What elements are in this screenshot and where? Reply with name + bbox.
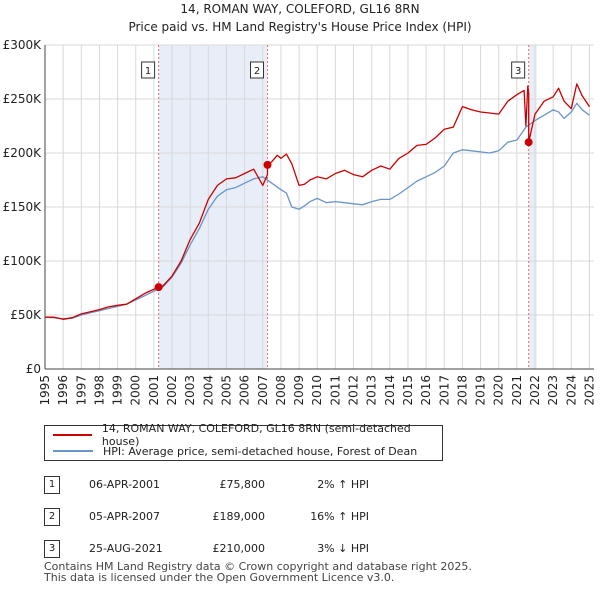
x-tick-label: 2025 — [582, 375, 596, 406]
x-tick-label: 2010 — [310, 375, 324, 406]
sale-marker-box — [511, 61, 526, 79]
x-tick-label: 1997 — [74, 375, 88, 406]
legend-blue-line — [53, 450, 93, 452]
sale-point — [263, 160, 272, 169]
y-tick-label: £250K — [3, 92, 43, 106]
sale-price: £189,000 — [212, 510, 266, 523]
footer-copyright: Contains HM Land Registry data © Crown c… — [44, 560, 472, 573]
x-tick-label: 2009 — [292, 375, 306, 406]
x-tick-label: 2019 — [474, 375, 488, 406]
legend-label-hpi: HPI: Average price, semi-detached house,… — [103, 444, 418, 458]
x-tick-label: 2007 — [256, 375, 270, 406]
chart-title: 14, ROMAN WAY, COLEFORD, GL16 8RN — [180, 2, 419, 16]
sale-price: £75,800 — [219, 478, 266, 491]
sale-price: £210,000 — [212, 542, 266, 555]
x-tick-label: 2000 — [129, 375, 143, 406]
price-chart: 14, ROMAN WAY, COLEFORD, GL16 8RN Price … — [3, 2, 597, 406]
x-tick-label: 2021 — [510, 375, 524, 406]
x-tick-label: 1996 — [56, 375, 70, 406]
x-tick-label: 2005 — [219, 375, 233, 406]
y-tick-label: £100K — [3, 254, 43, 268]
sale-marker-number: 1 — [145, 66, 151, 77]
sale-date: 06-APR-2001 — [89, 478, 161, 491]
x-tick-label: 2016 — [419, 375, 433, 406]
sale-number: 2 — [44, 508, 60, 526]
legend-item-hpi: HPI: Average price, semi-detached house,… — [53, 443, 417, 459]
x-tick-label: 2023 — [546, 375, 560, 406]
legend-red-line — [53, 434, 92, 436]
y-tick-label: £150K — [3, 200, 43, 214]
x-tick-label: 1998 — [92, 375, 106, 406]
y-tick-label: £200K — [3, 146, 43, 160]
x-tick-label: 2011 — [328, 375, 342, 406]
y-tick-label: £300K — [3, 38, 43, 52]
sale-hpi-change: 2% ↑ HPI — [317, 478, 369, 491]
sale-marker-box — [250, 61, 265, 79]
sale-date: 05-APR-2007 — [89, 510, 161, 523]
footer-licence: This data is licensed under the Open Gov… — [44, 571, 395, 584]
y-tick-label: £0 — [26, 362, 41, 376]
sale-point — [524, 138, 533, 147]
legend-item-property: 14, ROMAN WAY, COLEFORD, GL16 8RN (semi-… — [53, 422, 442, 448]
sale-number: 1 — [44, 476, 60, 494]
x-tick-label: 2003 — [183, 375, 197, 406]
x-tick-label: 2002 — [165, 375, 179, 406]
x-tick-label: 1999 — [111, 375, 125, 406]
footer-attribution: Contains HM Land Registry data © Crown c… — [44, 561, 472, 583]
x-tick-label: 2024 — [564, 375, 578, 406]
sale-point — [154, 283, 163, 292]
x-tick-label: 1995 — [38, 375, 52, 406]
x-tick-label: 2013 — [365, 375, 379, 406]
hpi-line — [44, 102, 590, 320]
sale-hpi-change: 16% ↑ HPI — [310, 510, 369, 523]
x-tick-label: 2006 — [238, 375, 252, 406]
chart-subtitle: Price paid vs. HM Land Registry's House … — [128, 20, 471, 34]
x-tick-label: 2017 — [437, 375, 451, 406]
x-tick-label: 2004 — [201, 375, 215, 406]
sale-marker-box — [141, 61, 156, 79]
x-tick-label: 2012 — [347, 375, 361, 406]
chart-legend: 14, ROMAN WAY, COLEFORD, GL16 8RN (semi-… — [44, 422, 443, 461]
legend-label-property: 14, ROMAN WAY, COLEFORD, GL16 8RN (semi-… — [101, 422, 411, 448]
x-tick-label: 2015 — [401, 375, 415, 406]
x-tick-label: 2008 — [274, 375, 288, 406]
x-tick-label: 2018 — [455, 375, 469, 406]
sale-number: 3 — [44, 540, 60, 558]
y-tick-label: £50K — [10, 308, 42, 322]
sale-hpi-change: 3% ↓ HPI — [317, 542, 369, 555]
x-tick-label: 2022 — [528, 375, 542, 406]
sale-marker-number: 2 — [254, 66, 260, 77]
x-tick-label: 2020 — [492, 375, 506, 406]
x-tick-label: 2001 — [147, 375, 161, 406]
x-tick-label: 2014 — [383, 375, 397, 406]
sale-date: 25-AUG-2021 — [89, 542, 163, 555]
sale-marker-number: 3 — [515, 66, 521, 77]
